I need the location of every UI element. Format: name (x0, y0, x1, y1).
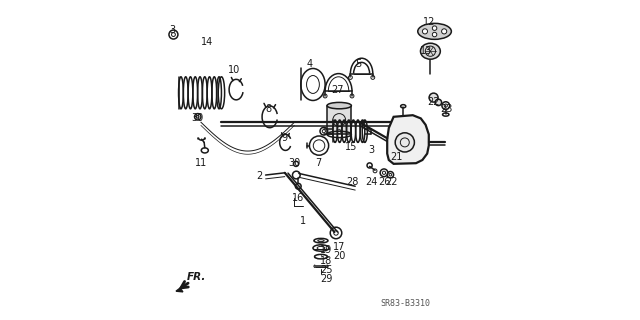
Bar (327, 106, 351, 134)
Text: 28: 28 (346, 177, 358, 188)
Text: 22: 22 (428, 97, 440, 108)
Text: 24: 24 (365, 177, 378, 188)
Text: 3: 3 (368, 145, 374, 156)
Circle shape (435, 99, 442, 106)
Text: 11: 11 (195, 158, 207, 168)
Circle shape (429, 93, 438, 102)
Text: 15: 15 (345, 142, 358, 152)
Text: 23: 23 (440, 104, 452, 114)
Text: 17: 17 (333, 242, 346, 252)
Circle shape (396, 133, 415, 152)
Text: SR83-B3310: SR83-B3310 (381, 299, 431, 308)
Text: 29: 29 (320, 274, 333, 284)
Text: 25: 25 (320, 265, 333, 276)
Text: 1: 1 (300, 216, 307, 226)
Circle shape (422, 29, 428, 34)
Circle shape (442, 29, 447, 34)
Polygon shape (176, 288, 183, 292)
Text: 30: 30 (288, 158, 301, 168)
Text: 9: 9 (282, 132, 288, 143)
Text: 4: 4 (307, 59, 313, 69)
Text: 5: 5 (355, 59, 362, 69)
Text: 12: 12 (422, 17, 435, 28)
Text: 19: 19 (320, 245, 333, 255)
Text: 14: 14 (201, 36, 214, 47)
Text: 2: 2 (256, 171, 262, 181)
Text: 20: 20 (333, 251, 346, 261)
Text: 21: 21 (390, 152, 403, 162)
Polygon shape (387, 115, 429, 164)
Circle shape (433, 26, 437, 30)
Text: 26: 26 (378, 177, 390, 188)
Text: 10: 10 (227, 65, 240, 76)
Text: 22: 22 (385, 177, 397, 188)
Text: 16: 16 (292, 193, 305, 204)
Text: 18: 18 (320, 256, 333, 266)
Text: 13: 13 (420, 46, 433, 56)
Text: 6: 6 (335, 126, 342, 136)
Circle shape (433, 32, 437, 37)
Text: FR.: FR. (187, 272, 207, 282)
Ellipse shape (327, 102, 351, 109)
Text: 30: 30 (191, 113, 204, 124)
Text: 7: 7 (316, 158, 321, 168)
Text: 27: 27 (332, 84, 344, 95)
Text: 3: 3 (170, 25, 176, 36)
Ellipse shape (418, 23, 451, 39)
Text: 8: 8 (266, 104, 272, 114)
Ellipse shape (420, 43, 440, 59)
